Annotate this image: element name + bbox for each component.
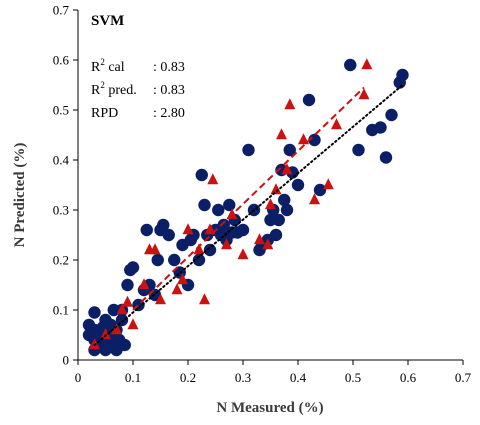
prediction-point — [127, 318, 139, 330]
y-axis-title: N Predicted (%) — [12, 143, 28, 248]
prediction-point — [204, 223, 216, 235]
prediction-point — [265, 198, 276, 210]
stat-value: : 2.80 — [153, 106, 185, 121]
prediction-point — [254, 233, 265, 245]
prediction-point — [100, 328, 111, 340]
prediction-point — [358, 88, 370, 100]
calibration-point — [344, 58, 357, 72]
prediction-point — [276, 128, 287, 140]
calibration-point — [272, 213, 285, 227]
prediction-point — [199, 293, 210, 305]
calibration-point — [352, 143, 365, 157]
calibration-point — [278, 193, 291, 207]
prediction-point — [116, 303, 128, 315]
x-axis-title: N Measured (%) — [216, 400, 323, 416]
calibration-point — [313, 183, 327, 197]
series-layer — [82, 58, 409, 357]
chart-title: SVM — [91, 13, 124, 29]
prediction-point — [237, 248, 249, 260]
calibration-point — [151, 253, 164, 267]
prediction-point — [182, 223, 194, 235]
prediction-point — [155, 293, 166, 305]
calibration-point — [283, 143, 296, 157]
calibration-point — [385, 108, 398, 122]
calibration-point — [374, 121, 387, 134]
prediction-point — [262, 238, 274, 250]
calibration-point — [396, 68, 409, 82]
y-tick-label: 0.7 — [53, 3, 70, 18]
calibration-point — [162, 228, 175, 242]
y-tick-label: 0.2 — [53, 253, 69, 268]
prediction-point — [207, 173, 219, 185]
stat-label: R2 pred. — [91, 80, 137, 98]
calibration-point — [88, 306, 101, 319]
prediction-point — [171, 283, 183, 295]
prediction-point — [177, 273, 188, 285]
prediction-point — [193, 243, 205, 255]
prediction-point — [361, 58, 373, 70]
calibration-point — [242, 143, 255, 157]
calibration-point — [195, 168, 208, 182]
prediction-point — [309, 193, 320, 205]
x-tick-label: 0.7 — [455, 370, 472, 385]
prediction-point — [331, 118, 342, 130]
calibration-point — [121, 278, 134, 292]
x-ticks: 0 0.1 0.2 0.3 0.4 0.5 0.6 0.7 — [75, 360, 472, 385]
calibration-point — [168, 253, 181, 267]
prediction-point — [270, 183, 282, 195]
stat-label: R2 cal — [91, 57, 125, 75]
y-tick-label: 0.6 — [53, 53, 70, 68]
calibration-point — [217, 218, 230, 232]
identity-line — [93, 84, 404, 346]
axes-layer — [77, 10, 463, 361]
x-tick-label: 0.1 — [125, 370, 141, 385]
prediction-point — [221, 238, 232, 250]
prediction-point — [111, 323, 122, 335]
y-tick-label: 0.5 — [53, 103, 69, 118]
prediction-point — [138, 278, 150, 290]
x-tick-label: 0.4 — [290, 370, 307, 385]
x-tick-label: 0.2 — [180, 370, 196, 385]
calibration-point — [198, 198, 211, 212]
prediction-point — [284, 98, 296, 110]
stat-label: RPD — [91, 106, 118, 121]
x-tick-label: 0.5 — [345, 370, 361, 385]
stat-value: : 0.83 — [153, 60, 185, 75]
x-tick-label: 0.3 — [235, 370, 251, 385]
stats-block: R2 cal : 0.83 R2 pred. : 0.83 RPD : 2.80 — [91, 57, 185, 121]
y-tick-label: 0.1 — [53, 303, 69, 318]
calibration-point — [280, 203, 294, 217]
calibration-point — [379, 151, 393, 164]
calibration-point — [302, 93, 316, 107]
prediction-point — [281, 163, 293, 175]
calibration-point — [269, 228, 283, 242]
y-tick-label: 0.3 — [53, 203, 69, 218]
y-ticks: 0 0.1 0.2 0.3 0.4 0.5 0.6 0.7 — [53, 3, 78, 368]
y-tick-label: 0 — [63, 353, 70, 368]
x-tick-label: 0 — [75, 370, 82, 385]
y-tick-label: 0.4 — [53, 153, 70, 168]
calibration-point — [192, 253, 206, 267]
calibration-point — [291, 178, 305, 192]
prediction-point — [122, 295, 133, 307]
calibration-point — [203, 243, 217, 257]
calibration-point — [118, 338, 131, 352]
stat-value: : 0.83 — [153, 83, 185, 98]
calibration-point — [212, 203, 225, 217]
calibration-point — [223, 198, 236, 212]
prediction-trendline — [132, 86, 365, 311]
prediction-point — [322, 178, 334, 190]
calibration-point — [236, 223, 250, 237]
prediction-point — [298, 133, 309, 145]
calibration-point — [126, 261, 140, 274]
calibration-point — [140, 223, 153, 237]
x-tick-label: 0.6 — [400, 370, 417, 385]
calibration-point — [157, 218, 170, 232]
prediction-point — [149, 243, 161, 255]
